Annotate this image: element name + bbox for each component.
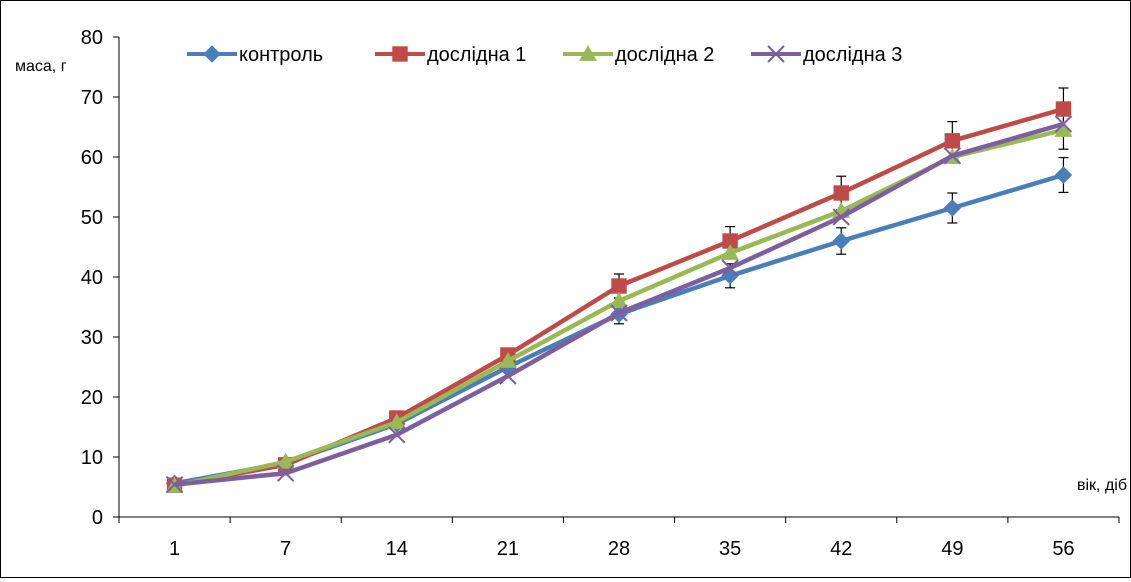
x-tick-label: 49 [941,538,963,560]
x-tick-label: 56 [1052,538,1074,560]
series-4 [165,115,1073,494]
x-axis: 1 7 14 21 28 35 42 49 56 [118,516,1120,560]
series-lines [165,101,1073,494]
x-marker [721,259,739,277]
square-marker [611,278,627,294]
legend-item-4: дослідна 3 [751,44,902,66]
x-tick-label: 14 [386,538,408,560]
x-marker-stroke [276,464,295,482]
triangle-marker [387,413,406,430]
legend-label: дослідна 3 [803,44,902,66]
y-tick-label: 80 [81,27,103,49]
square-marker [392,46,408,62]
x-marker [276,464,295,482]
x-tick-label: 7 [280,538,291,560]
x-marker [388,426,406,444]
x-marker-stroke [832,208,850,226]
y-tick-label: 50 [81,207,103,229]
x-marker [610,304,628,322]
x-axis-title: вік, діб [1077,477,1127,494]
legend: контроль дослідна 1 дослідна 2 дослідна 3 [187,44,902,66]
x-marker [832,208,850,226]
x-marker-stroke [499,367,517,385]
diamond-marker [832,232,850,250]
y-tick-label: 40 [81,267,103,289]
x-marker-stroke [165,475,184,494]
x-marker-stroke [388,426,406,444]
triangle-marker [579,44,597,61]
diamond-marker [203,45,221,63]
x-marker-stroke [721,259,739,277]
legend-item-1: контроль [187,44,323,66]
square-marker [944,133,961,149]
x-tick-label: 42 [830,538,852,560]
y-axis: 0 10 20 30 40 50 60 70 80 [81,27,120,529]
x-tick-label: 28 [608,538,630,560]
series-3 [165,120,1073,493]
legend-item-2: дослідна 1 [375,44,526,66]
x-tick-label: 1 [169,538,180,560]
x-marker-stroke [943,147,962,165]
triangle-marker [499,351,517,368]
y-tick-label: 60 [81,147,103,169]
legend-item-3: дослідна 2 [563,44,714,66]
x-marker [499,367,517,385]
x-marker [1054,115,1073,133]
series-1 [165,166,1073,493]
y-tick-label: 10 [81,447,103,469]
diamond-marker [943,199,962,217]
legend-label: дослідна 1 [427,44,526,66]
x-tick-label: 21 [497,538,519,560]
y-tick-label: 20 [81,387,103,409]
x-marker [767,45,785,63]
legend-label: контроль [239,44,323,66]
x-tick-label: 35 [719,538,741,560]
x-marker-stroke [1054,115,1073,133]
x-marker [165,475,184,494]
triangle-marker [610,291,628,308]
square-marker [1055,101,1072,117]
series-line [174,172,1065,486]
y-tick-label: 70 [81,87,103,109]
y-tick-label: 30 [81,327,103,349]
legend-label: дослідна 2 [615,44,714,66]
y-axis-title: маса, г [15,58,67,75]
triangle-marker [721,243,739,260]
x-marker-stroke [610,304,628,322]
x-marker-stroke [767,45,785,63]
triangle-marker [276,452,295,469]
square-marker [833,185,849,201]
x-marker [943,147,962,165]
diamond-marker [1054,166,1073,184]
y-tick-label: 0 [92,507,103,529]
